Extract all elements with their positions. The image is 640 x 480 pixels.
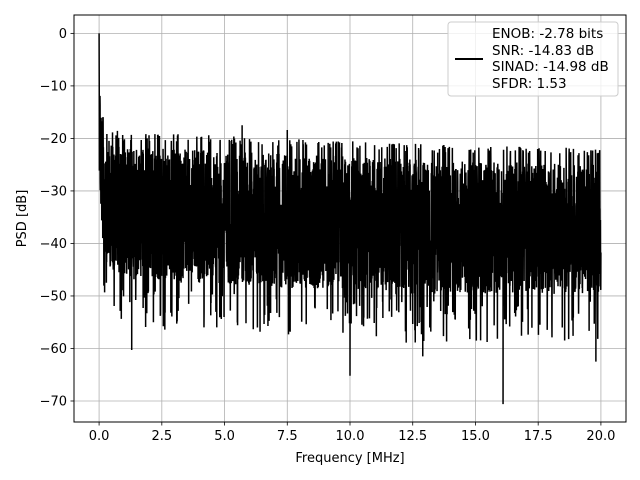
y-tick-label: −40 — [40, 237, 67, 252]
x-tick-label: 2.5 — [151, 429, 172, 444]
x-tick-label: 10.0 — [336, 429, 365, 444]
x-tick-label: 15.0 — [461, 429, 490, 444]
legend: ENOB: -2.78 bits SNR: -14.83 dB SINAD: -… — [447, 21, 619, 97]
y-tick-label: −20 — [40, 132, 67, 147]
y-tick-label: −50 — [40, 289, 67, 304]
x-tick-label: 0.0 — [89, 429, 110, 444]
x-tick-label: 17.5 — [524, 429, 553, 444]
y-tick-label: 0 — [59, 27, 67, 42]
series-line — [98, 33, 602, 405]
x-tick-label: 7.5 — [277, 429, 298, 444]
legend-line-enob: ENOB: -2.78 bits — [492, 26, 603, 42]
x-axis-label: Frequency [MHz] — [295, 451, 404, 466]
y-axis-label: PSD [dB] — [15, 190, 30, 248]
legend-line-sinad: SINAD: -14.98 dB — [492, 59, 609, 75]
x-tick-label: 20.0 — [586, 429, 615, 444]
y-tick-label: −70 — [40, 394, 67, 409]
plot-area — [98, 33, 602, 405]
y-tick-label: −60 — [40, 342, 67, 357]
legend-box — [447, 21, 619, 97]
x-axis-ticks: 0.0 2.5 5.0 7.5 10.0 12.5 15.0 17.5 20.0 — [89, 422, 615, 444]
x-tick-label: 5.0 — [214, 429, 235, 444]
y-tick-label: −10 — [40, 79, 67, 94]
y-axis-ticks: 0 −10 −20 −30 −40 −50 −60 −70 — [40, 27, 74, 409]
legend-line-sfdr: SFDR: 1.53 — [492, 76, 567, 92]
x-tick-label: 12.5 — [398, 429, 427, 444]
y-tick-label: −30 — [40, 184, 67, 199]
legend-line-snr: SNR: -14.83 dB — [492, 43, 594, 59]
